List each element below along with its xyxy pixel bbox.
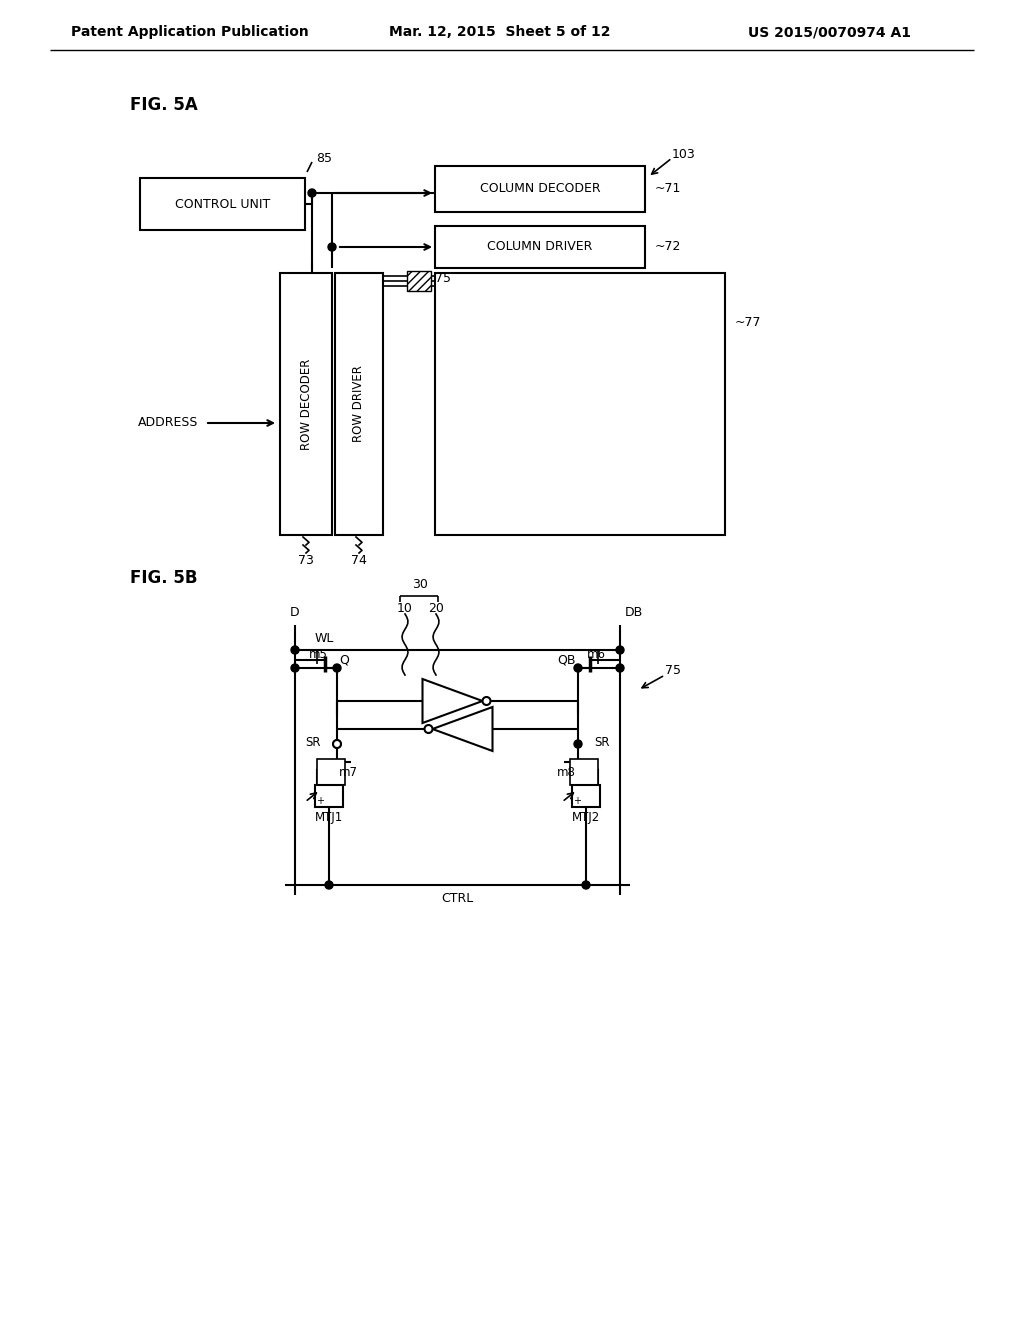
Text: WL: WL — [315, 631, 335, 644]
Text: 73: 73 — [298, 554, 314, 568]
Text: 10: 10 — [397, 602, 413, 615]
Text: m7: m7 — [339, 767, 358, 780]
Text: Mar. 12, 2015  Sheet 5 of 12: Mar. 12, 2015 Sheet 5 of 12 — [389, 25, 610, 40]
Circle shape — [333, 741, 341, 748]
Circle shape — [328, 243, 336, 251]
Text: QB: QB — [557, 653, 575, 667]
Text: SR: SR — [594, 735, 609, 748]
Bar — [315, 785, 343, 807]
Circle shape — [616, 645, 624, 653]
Bar — [407, 271, 431, 290]
Text: 20: 20 — [428, 602, 444, 615]
Circle shape — [582, 880, 590, 888]
Text: +: + — [316, 796, 324, 807]
Bar — [572, 785, 600, 807]
Bar — [140, 178, 305, 230]
Circle shape — [308, 189, 316, 197]
Text: ROW DECODER: ROW DECODER — [299, 358, 312, 450]
Circle shape — [482, 697, 490, 705]
Text: ~71: ~71 — [655, 182, 681, 195]
Text: 74: 74 — [351, 554, 367, 568]
Text: ROW DRIVER: ROW DRIVER — [352, 366, 366, 442]
Text: 85: 85 — [316, 152, 332, 165]
Text: Patent Application Publication: Patent Application Publication — [71, 25, 309, 40]
Bar — [335, 273, 383, 535]
Text: ADDRESS: ADDRESS — [137, 417, 198, 429]
Circle shape — [291, 645, 299, 653]
Text: FIG. 5B: FIG. 5B — [130, 569, 198, 587]
Text: ~72: ~72 — [655, 240, 681, 253]
Circle shape — [574, 664, 582, 672]
Text: DB: DB — [625, 606, 643, 619]
Bar — [280, 273, 332, 535]
Text: SR: SR — [305, 735, 321, 748]
Text: CONTROL UNIT: CONTROL UNIT — [175, 198, 270, 210]
Text: m5: m5 — [309, 648, 328, 660]
Bar — [570, 759, 598, 785]
Circle shape — [616, 664, 624, 672]
Text: 103: 103 — [672, 149, 695, 161]
Text: COLUMN DECODER: COLUMN DECODER — [479, 182, 600, 195]
Bar — [435, 273, 725, 535]
Circle shape — [333, 664, 341, 672]
Text: COLUMN DRIVER: COLUMN DRIVER — [487, 240, 593, 253]
Circle shape — [333, 741, 341, 748]
Text: 30: 30 — [412, 578, 428, 590]
Text: D: D — [290, 606, 300, 619]
Bar — [317, 759, 345, 785]
Text: 75: 75 — [435, 272, 451, 285]
Text: m6: m6 — [587, 648, 606, 660]
Text: +: + — [573, 796, 581, 807]
Text: US 2015/0070974 A1: US 2015/0070974 A1 — [749, 25, 911, 40]
Text: 75: 75 — [665, 664, 681, 676]
Text: FIG. 5A: FIG. 5A — [130, 96, 198, 114]
Text: Q: Q — [339, 653, 349, 667]
Circle shape — [425, 725, 432, 733]
Circle shape — [574, 741, 582, 748]
Text: ~77: ~77 — [735, 317, 762, 330]
Bar — [435, 166, 645, 213]
Text: CTRL: CTRL — [441, 892, 474, 906]
Bar — [435, 226, 645, 268]
Text: MTJ1: MTJ1 — [314, 810, 343, 824]
Circle shape — [325, 880, 333, 888]
Circle shape — [291, 664, 299, 672]
Text: MTJ2: MTJ2 — [571, 810, 600, 824]
Text: m8: m8 — [557, 767, 575, 780]
